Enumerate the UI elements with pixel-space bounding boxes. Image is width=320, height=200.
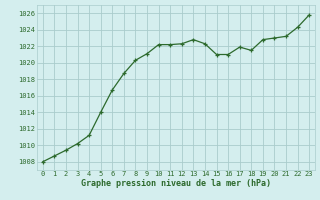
X-axis label: Graphe pression niveau de la mer (hPa): Graphe pression niveau de la mer (hPa) bbox=[81, 179, 271, 188]
